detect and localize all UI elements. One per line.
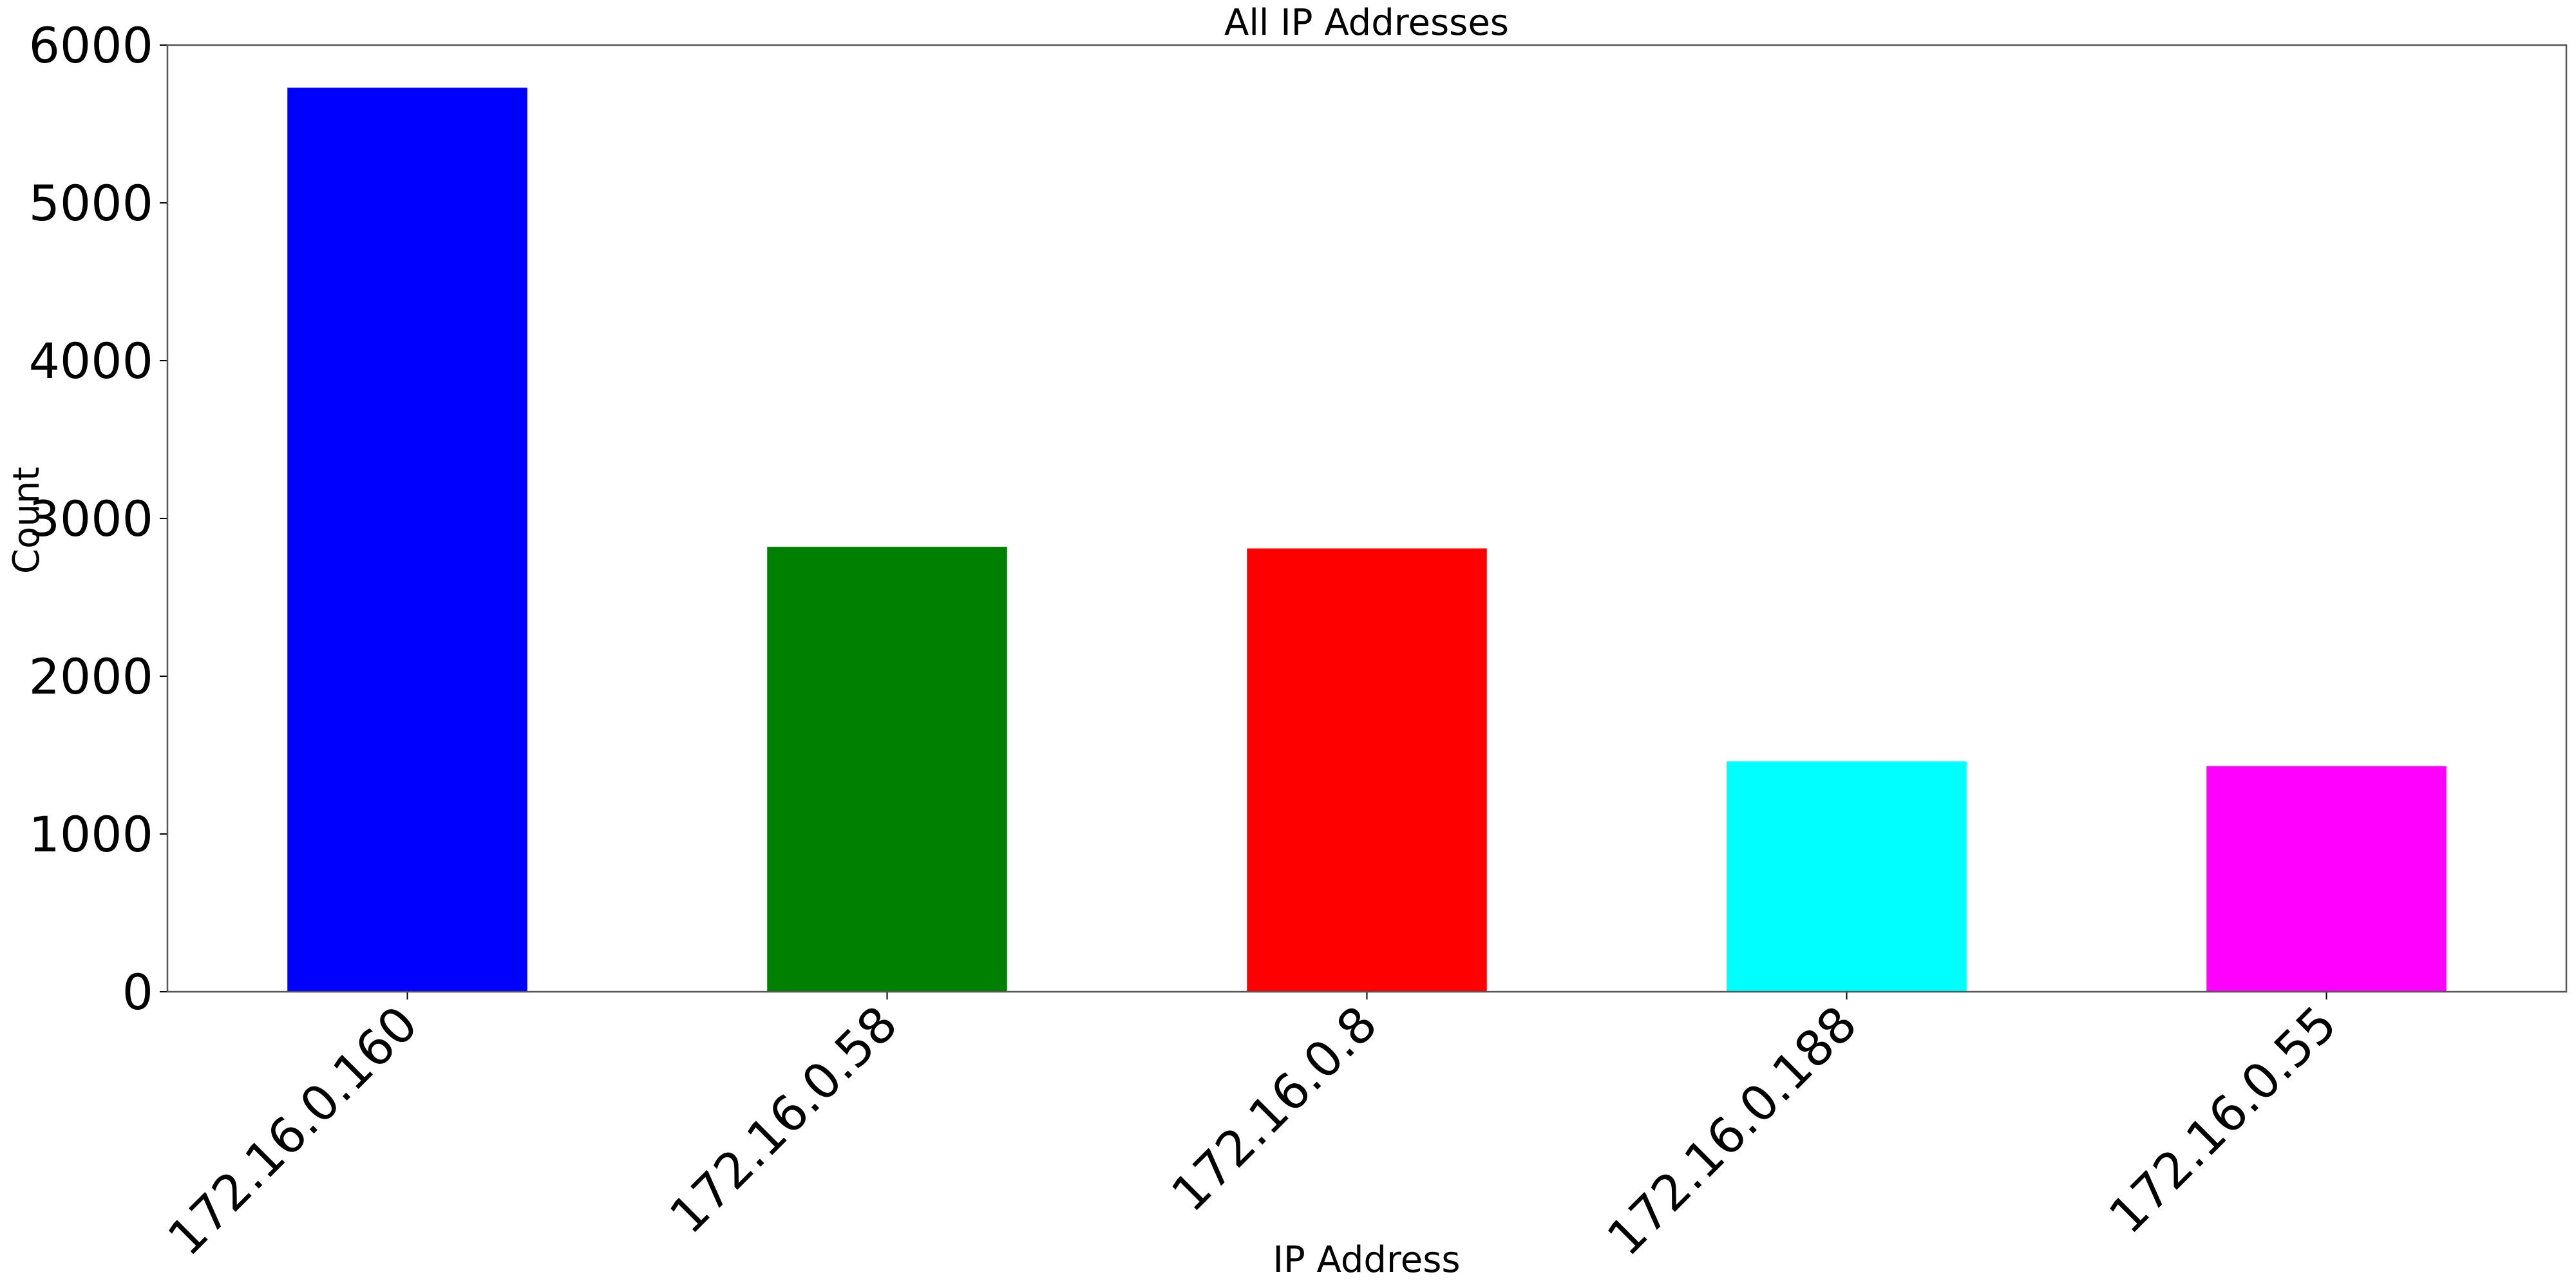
- bar-4: [1727, 761, 1967, 992]
- y-tick-label-2: 2000: [29, 648, 153, 705]
- x-tick-label-0: 172.16.0.160: [156, 995, 428, 1267]
- y-tick-label-4: 4000: [29, 332, 153, 390]
- y-axis-label: Count: [6, 467, 48, 574]
- chart-title: All IP Addresses: [1224, 2, 1509, 44]
- plot-frame: [166, 44, 2568, 993]
- y-tick-label-1: 1000: [29, 806, 153, 863]
- bar-2: [767, 547, 1007, 992]
- x-tick-label-1: 172.16.0.58: [659, 995, 909, 1245]
- y-tick-label-3: 3000: [29, 490, 153, 547]
- bar-3: [1247, 548, 1487, 992]
- plot-area: 0 1000 2000 3000 4000 5000 6000 172.16.0.160 172…: [29, 17, 2568, 1267]
- x-tick-label-4: 172.16.0.55: [2098, 995, 2348, 1245]
- x-tick-label-3: 172.16.0.188: [1596, 995, 1868, 1267]
- y-tick-label-5: 5000: [29, 175, 153, 232]
- y-tick-label-0: 0: [122, 963, 153, 1021]
- bar-1: [287, 88, 527, 992]
- bar-5: [2206, 766, 2447, 992]
- x-axis-label: IP Address: [1273, 1239, 1460, 1281]
- x-tick-label-2: 172.16.0.8: [1160, 995, 1388, 1223]
- y-tick-label-6: 6000: [29, 17, 153, 74]
